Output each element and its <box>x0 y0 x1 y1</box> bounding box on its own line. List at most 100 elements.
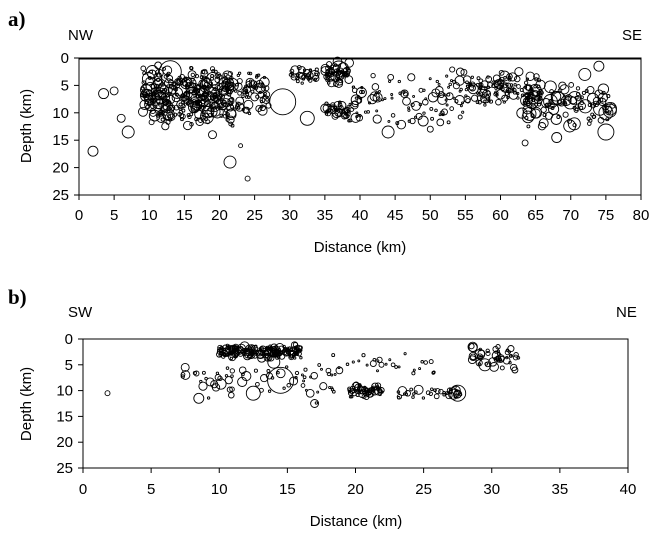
hypocenter-circle <box>244 95 249 99</box>
hypocenter-circle <box>265 102 272 109</box>
hypocenter-circle <box>579 95 584 100</box>
hypocenter-circle <box>363 110 368 114</box>
hypocenter-circle <box>264 345 271 352</box>
hypocenter-circle <box>265 372 273 380</box>
hypocenter-circle <box>509 83 514 87</box>
panel-b-label: b) <box>8 285 27 309</box>
panel-a-left-direction: NW <box>68 27 94 44</box>
hypocenter-circle <box>461 101 464 105</box>
hypocenter-circle <box>358 390 367 399</box>
hypocenter-circle <box>475 100 480 105</box>
hypocenter-circle <box>333 63 338 67</box>
hypocenter-circle <box>333 108 339 113</box>
hypocenter-circle <box>513 83 517 87</box>
hypocenter-circle <box>199 78 213 91</box>
hypocenter-circle <box>211 69 216 74</box>
hypocenter-circle <box>270 346 278 354</box>
hypocenter-circle <box>479 85 483 90</box>
hypocenter-circle <box>159 111 164 116</box>
hypocenter-circle <box>183 120 193 131</box>
hypocenter-circle <box>189 122 194 127</box>
hypocenter-circle <box>369 360 377 368</box>
hypocenter-circle <box>480 93 491 104</box>
hypocenter-circle <box>350 94 362 106</box>
panel-b-chart: b) SW NE 0 5 10 15 20 25 30 35 40 0 5 10 15 20 25 Dis… <box>8 285 637 530</box>
hypocenter-circle <box>390 362 396 368</box>
hypocenter-circle <box>465 80 469 85</box>
hypocenter-circle <box>254 81 258 85</box>
hypocenter-circle <box>248 353 252 357</box>
hypocenter-circle <box>226 386 233 393</box>
hypocenter-circle <box>540 106 547 113</box>
hypocenter-circle <box>352 391 357 397</box>
hypocenter-circle <box>328 385 332 390</box>
hypocenter-circle <box>428 391 433 396</box>
hypocenter-circle <box>525 77 530 81</box>
x-tick-label: 45 <box>387 207 404 224</box>
hypocenter-circle <box>233 89 238 93</box>
hypocenter-circle <box>258 348 263 353</box>
hypocenter-circle <box>376 359 380 363</box>
hypocenter-circle <box>407 106 411 110</box>
hypocenter-circle <box>441 112 445 117</box>
hypocenter-circle <box>316 390 320 394</box>
hypocenter-circle <box>221 98 231 108</box>
hypocenter-circle <box>237 376 248 387</box>
hypocenter-circle <box>586 85 595 95</box>
hypocenter-circle <box>400 89 409 99</box>
hypocenter-circle <box>197 99 202 104</box>
hypocenter-circle <box>369 91 380 102</box>
hypocenter-circle <box>223 72 228 77</box>
hypocenter-circle <box>142 71 147 76</box>
hypocenter-circle <box>195 94 200 99</box>
hypocenter-circle <box>198 118 203 123</box>
hypocenter-circle <box>244 348 250 354</box>
hypocenter-circle <box>548 103 560 115</box>
hypocenter-circle <box>233 344 237 349</box>
x-tick-label: 5 <box>147 481 155 498</box>
hypocenter-circle <box>449 384 467 402</box>
hypocenter-circle <box>225 113 230 118</box>
hypocenter-circle <box>179 113 186 120</box>
panel-b-x-axis-label: Distance (km) <box>310 513 403 530</box>
hypocenter-circle <box>257 105 268 116</box>
panel-a-label: a) <box>8 7 26 31</box>
hypocenter-circle <box>442 392 446 397</box>
hypocenter-circle <box>402 392 407 396</box>
hypocenter-circle <box>259 104 266 112</box>
hypocenter-circle <box>381 125 395 139</box>
hypocenter-circle <box>314 72 319 77</box>
hypocenter-circle <box>338 105 344 111</box>
hypocenter-circle <box>586 92 599 105</box>
hypocenter-circle <box>266 369 271 373</box>
hypocenter-circle <box>498 69 505 76</box>
hypocenter-circle <box>261 350 265 354</box>
hypocenter-circle <box>304 388 308 392</box>
hypocenter-circle <box>387 73 395 81</box>
hypocenter-circle <box>233 354 237 358</box>
hypocenter-circle <box>598 97 607 106</box>
hypocenter-circle <box>341 73 346 77</box>
hypocenter-circle <box>511 87 517 93</box>
y-tick-label: 5 <box>65 357 73 374</box>
hypocenter-circle <box>173 112 178 117</box>
hypocenter-circle <box>181 93 186 98</box>
hypocenter-circle <box>567 117 581 131</box>
hypocenter-circle <box>387 119 391 123</box>
hypocenter-circle <box>367 94 378 105</box>
hypocenter-circle <box>533 84 537 89</box>
hypocenter-circle <box>220 103 225 109</box>
panel-b-x-ticks: 0 5 10 15 20 25 30 35 40 <box>79 468 636 498</box>
hypocenter-circle <box>167 91 172 96</box>
hypocenter-circle <box>538 96 543 101</box>
hypocenter-circle <box>147 94 154 101</box>
hypocenter-circle <box>598 105 614 121</box>
hypocenter-circle <box>541 98 551 108</box>
hypocenter-circle <box>232 348 236 352</box>
hypocenter-circle <box>109 86 119 96</box>
hypocenter-circle <box>360 86 364 90</box>
hypocenter-circle <box>407 73 416 82</box>
hypocenter-circle <box>516 96 520 100</box>
hypocenter-circle <box>300 81 304 85</box>
hypocenter-circle <box>255 381 260 387</box>
